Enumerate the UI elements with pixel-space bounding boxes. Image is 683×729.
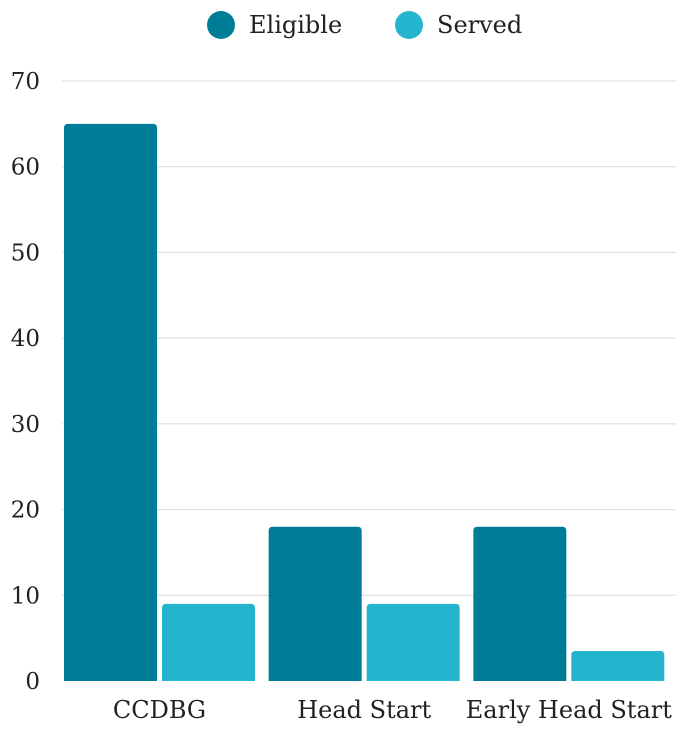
bar-eligible-early-head-start	[473, 526, 567, 681]
bars	[64, 123, 665, 682]
bar-eligible-head-start	[268, 526, 362, 681]
bar-served-ccdbg	[162, 603, 255, 681]
y-tick-label-0: 0	[25, 669, 40, 695]
legend-swatch-served	[395, 11, 423, 39]
bar-served-early-head-start	[571, 651, 665, 681]
y-tick-label-10: 10	[11, 583, 40, 609]
legend: Eligible Served	[207, 11, 522, 39]
legend-label-eligible: Eligible	[249, 11, 342, 39]
legend-item-eligible: Eligible	[207, 11, 342, 39]
bar-eligible-ccdbg	[64, 123, 157, 682]
y-tick-label-40: 40	[11, 326, 40, 352]
y-tick-label-30: 30	[11, 412, 40, 438]
bar-served-head-start	[366, 603, 460, 681]
x-tick-label-early-head-start: Early Head Start	[466, 696, 672, 724]
legend-label-served: Served	[437, 11, 522, 39]
x-axis: CCDBG Head Start Early Head Start	[113, 696, 672, 724]
legend-item-served: Served	[395, 11, 522, 39]
y-axis: 0 10 20 30 40 50 60 70	[11, 69, 40, 695]
x-tick-label-ccdbg: CCDBG	[113, 696, 206, 724]
legend-swatch-eligible	[207, 11, 235, 39]
y-tick-label-20: 20	[11, 498, 40, 524]
x-tick-label-head-start: Head Start	[297, 696, 431, 724]
y-tick-label-50: 50	[11, 240, 40, 266]
y-tick-label-60: 60	[11, 155, 40, 181]
y-tick-label-70: 70	[11, 69, 40, 95]
gridlines	[62, 80, 676, 596]
